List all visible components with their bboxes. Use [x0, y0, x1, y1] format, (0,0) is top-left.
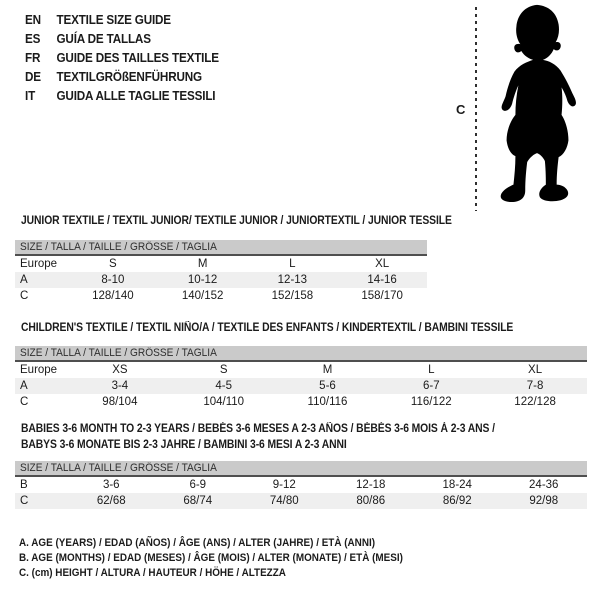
table-cell: L [428, 364, 435, 376]
language-title: GUÍA DE TALLAS [56, 31, 152, 46]
table-cell: L [289, 258, 296, 270]
table-cell: 7-8 [526, 380, 544, 392]
table-cell: 6-7 [422, 380, 440, 392]
table-cell: 8-10 [101, 274, 125, 286]
language-row-en: EN TEXTILE SIZE GUIDE [25, 10, 219, 29]
table-cell: S [109, 258, 117, 270]
language-row-de: DE TEXTILGRÖßENFÜHRUNG [25, 67, 219, 86]
table-cell: 3-4 [111, 380, 129, 392]
legend-notes: A. AGE (YEARS) / EDAD (AÑOS) / ÂGE (ANS)… [19, 537, 446, 582]
table-cell: XL [375, 258, 390, 270]
table-cell: 122/128 [514, 396, 556, 408]
table-cell: 24-36 [529, 479, 559, 491]
table-cell: 104/110 [203, 396, 245, 408]
table-row: A 8-10 10-12 12-13 14-16 [15, 272, 427, 288]
babies-table-title: BABIES 3-6 MONTH TO 2-3 YEARS / BEBÉS 3-… [21, 421, 495, 453]
language-title: GUIDA ALLE TAGLIE TESSILI [56, 88, 216, 103]
table-cell: 158/170 [361, 290, 403, 302]
table-cell: 86/92 [442, 495, 472, 507]
language-title: TEXTILGRÖßENFÜHRUNG [56, 69, 203, 84]
table-cell: M [322, 364, 333, 376]
table-row: C 62/68 68/74 74/80 80/86 86/92 92/98 [15, 493, 587, 509]
language-row-es: ES GUÍA DE TALLAS [25, 29, 219, 48]
table-cell: 152/158 [271, 290, 314, 302]
junior-table: SIZE / TALLA / TAILLE / GRÖSSE / TAGLIA … [15, 240, 427, 304]
children-table-title: CHILDREN'S TEXTILE / TEXTIL NIÑO/A / TEX… [21, 322, 514, 334]
table-row: Europe S M L XL [15, 256, 427, 272]
table-row: B 3-6 6-9 9-12 12-18 18-24 24-36 [15, 477, 587, 493]
row-label: C [20, 495, 29, 507]
table-row: C 128/140 140/152 152/158 158/170 [15, 288, 427, 304]
language-list: EN TEXTILE SIZE GUIDE ES GUÍA DE TALLAS … [25, 10, 240, 105]
size-header-bar: SIZE / TALLA / TAILLE / GRÖSSE / TAGLIA [15, 346, 587, 362]
size-header-text: SIZE / TALLA / TAILLE / GRÖSSE / TAGLIA [20, 241, 217, 253]
table-cell: XL [528, 364, 543, 376]
junior-table-title: JUNIOR TEXTILE / TEXTIL JUNIOR/ TEXTILE … [21, 215, 452, 227]
note-height-cm: C. (cm) HEIGHT / ALTURA / HAUTEUR / HÖHE… [19, 567, 286, 579]
language-code: DE [25, 69, 41, 84]
language-code: EN [25, 12, 41, 27]
row-label: B [20, 479, 28, 491]
height-measure-label: C [456, 102, 466, 117]
table-cell: 62/68 [96, 495, 126, 507]
table-cell: 14-16 [367, 274, 397, 286]
table-cell: 80/86 [356, 495, 386, 507]
children-table: SIZE / TALLA / TAILLE / GRÖSSE / TAGLIA … [15, 346, 587, 410]
language-code: ES [25, 31, 41, 46]
table-cell: 110/116 [307, 396, 348, 408]
table-cell: 116/122 [410, 396, 452, 408]
table-cell: 5-6 [319, 380, 336, 392]
table-row: C 98/104 104/110 110/116 116/122 122/128 [15, 394, 587, 410]
table-cell: 4-5 [215, 380, 232, 392]
size-header-text: SIZE / TALLA / TAILLE / GRÖSSE / TAGLIA [20, 347, 217, 359]
language-code: FR [25, 50, 41, 65]
table-cell: 68/74 [183, 495, 213, 507]
table-cell: 3-6 [102, 479, 120, 491]
row-label: Europe [20, 258, 58, 270]
table-cell: 12-13 [277, 274, 308, 286]
size-header-bar: SIZE / TALLA / TAILLE / GRÖSSE / TAGLIA [15, 240, 427, 256]
language-title: TEXTILE SIZE GUIDE [56, 12, 172, 27]
babies-table-title-line2: BABYS 3-6 MONATE BIS 2-3 JAHRE / BAMBINI… [21, 439, 347, 451]
row-label: C [20, 396, 29, 408]
table-cell: 128/140 [92, 290, 134, 302]
table-cell: 6-9 [189, 479, 207, 491]
language-row-it: IT GUIDA ALLE TAGLIE TESSILI [25, 86, 219, 105]
row-label: A [20, 380, 28, 392]
note-age-years: A. AGE (YEARS) / EDAD (AÑOS) / ÂGE (ANS)… [19, 537, 376, 549]
language-row-fr: FR GUIDE DES TAILLES TEXTILE [25, 48, 219, 67]
table-cell: 140/152 [181, 290, 224, 302]
table-cell: 18-24 [442, 479, 472, 491]
table-row: A 3-4 4-5 5-6 6-7 7-8 [15, 378, 587, 394]
language-title: GUIDE DES TAILLES TEXTILE [56, 50, 220, 65]
size-header-text: SIZE / TALLA / TAILLE / GRÖSSE / TAGLIA [20, 462, 217, 474]
table-cell: 98/104 [102, 396, 138, 408]
height-measure-line-icon [475, 7, 477, 211]
table-cell: 10-12 [187, 274, 218, 286]
size-header-bar: SIZE / TALLA / TAILLE / GRÖSSE / TAGLIA [15, 461, 587, 477]
row-label: A [20, 274, 28, 286]
row-label: C [20, 290, 29, 302]
table-cell: M [197, 258, 208, 270]
table-cell: S [219, 364, 228, 376]
babies-table-title-line1: BABIES 3-6 MONTH TO 2-3 YEARS / BEBÉS 3-… [21, 423, 495, 435]
row-label: Europe [20, 364, 58, 376]
table-cell: XS [112, 364, 128, 376]
table-cell: 92/98 [529, 495, 559, 507]
table-cell: 12-18 [356, 479, 386, 491]
language-code: IT [25, 88, 36, 103]
table-row: Europe XS S M L XL [15, 362, 587, 378]
baby-silhouette-icon [500, 4, 576, 203]
table-cell: 74/80 [269, 495, 299, 507]
table-cell: 9-12 [272, 479, 296, 491]
height-figure: C [448, 2, 598, 214]
babies-table: SIZE / TALLA / TAILLE / GRÖSSE / TAGLIA … [15, 461, 587, 509]
note-age-months: B. AGE (MONTHS) / EDAD (MESES) / ÂGE (MO… [19, 552, 403, 564]
